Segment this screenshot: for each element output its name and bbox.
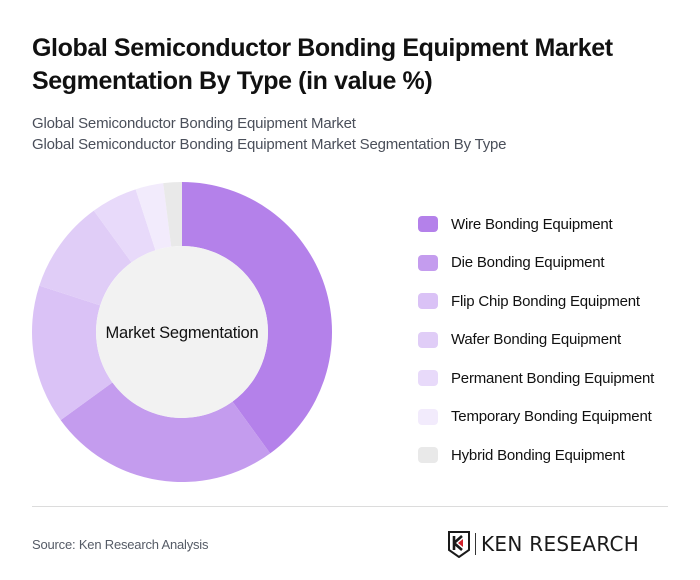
donut-slice xyxy=(32,285,113,421)
legend-item: Wire Bonding Equipment xyxy=(418,205,688,244)
legend-item: Wafer Bonding Equipment xyxy=(418,321,688,360)
legend-item: Hybrid Bonding Equipment xyxy=(418,436,688,475)
chart-legend: Wire Bonding Equipment Die Bonding Equip… xyxy=(418,205,688,475)
legend-item: Flip Chip Bonding Equipment xyxy=(418,282,688,321)
chart-subtitle: Global Semiconductor Bonding Equipment M… xyxy=(32,113,672,155)
legend-swatch xyxy=(418,408,438,425)
subtitle-line-2: Global Semiconductor Bonding Equipment M… xyxy=(32,136,507,153)
legend-item: Temporary Bonding Equipment xyxy=(418,398,688,437)
legend-item: Die Bonding Equipment xyxy=(418,244,688,283)
legend-label: Die Bonding Equipment xyxy=(451,254,605,272)
donut-slice xyxy=(163,182,182,247)
donut-slice xyxy=(60,382,271,482)
logo-divider xyxy=(475,533,476,555)
donut-slice xyxy=(135,183,172,251)
footer-divider xyxy=(32,506,668,507)
legend-swatch xyxy=(418,331,438,348)
legend-label: Wafer Bonding Equipment xyxy=(451,331,621,349)
legend-swatch xyxy=(418,293,438,310)
donut-slices xyxy=(32,182,332,482)
logo-text: KEN RESEARCH xyxy=(481,532,640,556)
legend-label: Wire Bonding Equipment xyxy=(451,215,613,233)
legend-label: Permanent Bonding Equipment xyxy=(451,369,655,387)
donut-center-label: Market Segmentation xyxy=(105,324,258,342)
donut-chart: Market Segmentation xyxy=(32,182,332,482)
donut-slice xyxy=(93,189,156,263)
legend-swatch xyxy=(418,370,438,387)
chart-title: Global Semiconductor Bonding Equipment M… xyxy=(32,34,613,95)
ken-research-logo: KEN RESEARCH xyxy=(448,530,639,558)
legend-swatch xyxy=(418,447,438,464)
legend-swatch xyxy=(418,254,438,271)
donut-slice xyxy=(39,210,132,306)
legend-label: Flip Chip Bonding Equipment xyxy=(451,292,640,310)
donut-slice xyxy=(182,182,332,454)
donut-center xyxy=(96,246,268,418)
k-shield-logo-icon xyxy=(448,530,470,558)
source-note: Source: Ken Research Analysis xyxy=(32,537,209,552)
legend-label: Hybrid Bonding Equipment xyxy=(451,446,625,464)
legend-label: Temporary Bonding Equipment xyxy=(451,408,652,426)
subtitle-line-1: Global Semiconductor Bonding Equipment M… xyxy=(32,115,356,132)
legend-item: Permanent Bonding Equipment xyxy=(418,359,688,398)
legend-swatch xyxy=(418,216,438,233)
